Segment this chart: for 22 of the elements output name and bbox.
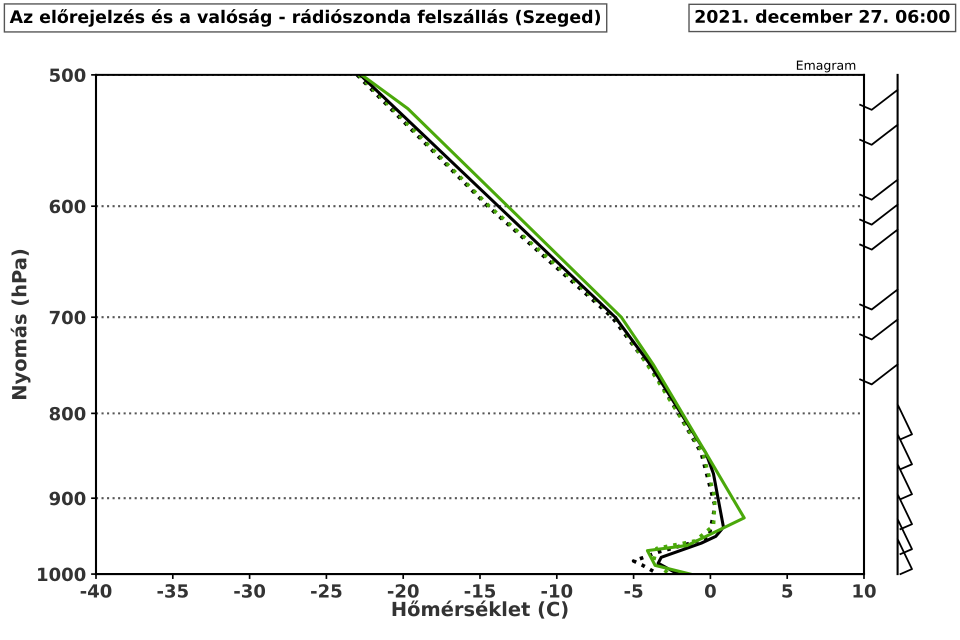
x-tick-label: -25 <box>311 584 342 598</box>
x-tick-label: -15 <box>464 584 496 598</box>
x-axis-title: Hőmérséklet (C) <box>392 600 568 619</box>
y-tick-label: 800 <box>50 406 86 420</box>
x-tick-label: 0 <box>704 584 716 598</box>
y-tick-label: 600 <box>50 200 86 214</box>
chart-subtitle: 2021. december 27. 06:00 <box>696 10 950 23</box>
chart-title: Az előrejelzés és a valóság - rádiószonda felszállás (Szeged) <box>10 9 600 27</box>
x-tick-label: 10 <box>853 584 876 598</box>
x-tick-label: -5 <box>624 584 642 598</box>
text: Emagram <box>796 60 856 72</box>
x-tick-label: 5 <box>782 584 792 598</box>
x-tick-label: -40 <box>80 584 112 598</box>
y-tick-label: 700 <box>50 310 86 324</box>
y-axis-title: Nyomás (hPa) <box>10 250 30 399</box>
x-tick-label: -10 <box>541 584 572 598</box>
y-tick-label: 1000 <box>38 568 86 582</box>
x-tick-label: -30 <box>234 584 266 598</box>
y-tick-label: 500 <box>50 68 86 82</box>
x-tick-label: -35 <box>157 584 188 598</box>
y-tick-label: 900 <box>50 492 86 506</box>
x-tick-label: -20 <box>388 584 419 598</box>
